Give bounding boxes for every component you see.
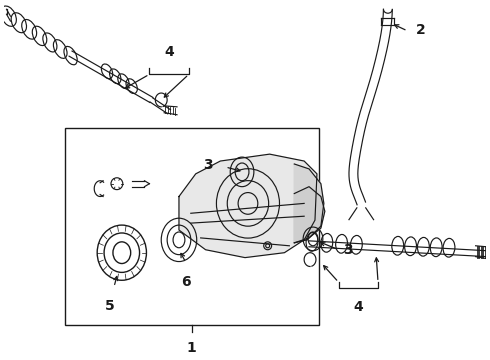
Text: 6: 6 — [181, 275, 191, 289]
Text: 5: 5 — [105, 299, 115, 313]
Text: 1: 1 — [187, 341, 196, 355]
Polygon shape — [294, 186, 325, 243]
Polygon shape — [294, 164, 324, 243]
Text: 3: 3 — [203, 158, 213, 172]
Text: 4: 4 — [164, 45, 174, 59]
Bar — [65, 127, 319, 325]
Text: 2: 2 — [416, 23, 425, 37]
Polygon shape — [179, 154, 317, 258]
Text: 3: 3 — [343, 243, 353, 257]
Text: 4: 4 — [353, 300, 363, 314]
